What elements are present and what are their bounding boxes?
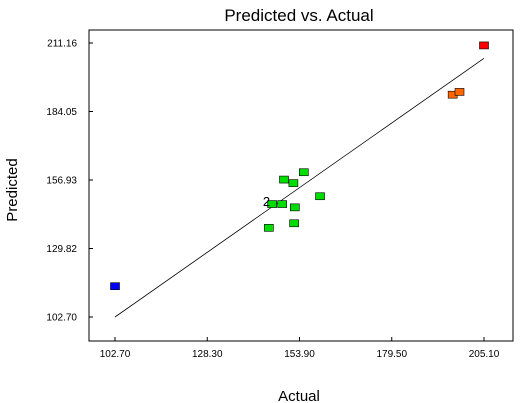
y-tick-label: 211.16 xyxy=(47,39,77,50)
data-point xyxy=(289,219,299,228)
y-tick-label: 129.82 xyxy=(46,244,77,255)
data-point xyxy=(315,192,325,201)
y-axis-ticks: 102.70 129.82 156.93 184.05 211.16 xyxy=(46,39,93,324)
fit-line-group xyxy=(114,57,485,318)
data-point xyxy=(299,168,309,177)
x-tick-label: 128.30 xyxy=(192,349,223,360)
fit-line xyxy=(114,57,485,318)
plot-frame xyxy=(88,29,514,342)
chart-title: Predicted vs. Actual xyxy=(224,6,373,25)
data-point xyxy=(279,175,289,184)
data-point xyxy=(290,203,300,212)
y-tick-label: 102.70 xyxy=(46,313,77,324)
data-point xyxy=(264,224,274,232)
point-count-label: 2 xyxy=(263,194,270,209)
data-point xyxy=(479,41,489,50)
data-point xyxy=(267,200,277,208)
y-axis-label: Predicted xyxy=(4,158,21,221)
x-tick-label: 102.70 xyxy=(100,349,131,360)
data-point xyxy=(277,200,288,208)
data-point xyxy=(288,179,299,187)
x-tick-label: 205.10 xyxy=(469,349,500,360)
x-axis-label: Actual xyxy=(278,388,320,403)
data-point xyxy=(110,282,120,290)
x-tick-label: 153.90 xyxy=(284,349,315,360)
x-tick-label: 179.50 xyxy=(376,349,407,360)
y-tick-label: 156.93 xyxy=(46,176,77,187)
y-tick-label: 184.05 xyxy=(46,107,77,118)
data-point xyxy=(454,88,465,96)
x-axis-ticks: 102.70 128.30 153.90 179.50 205.10 xyxy=(100,337,500,360)
data-points: 2 xyxy=(110,41,489,290)
